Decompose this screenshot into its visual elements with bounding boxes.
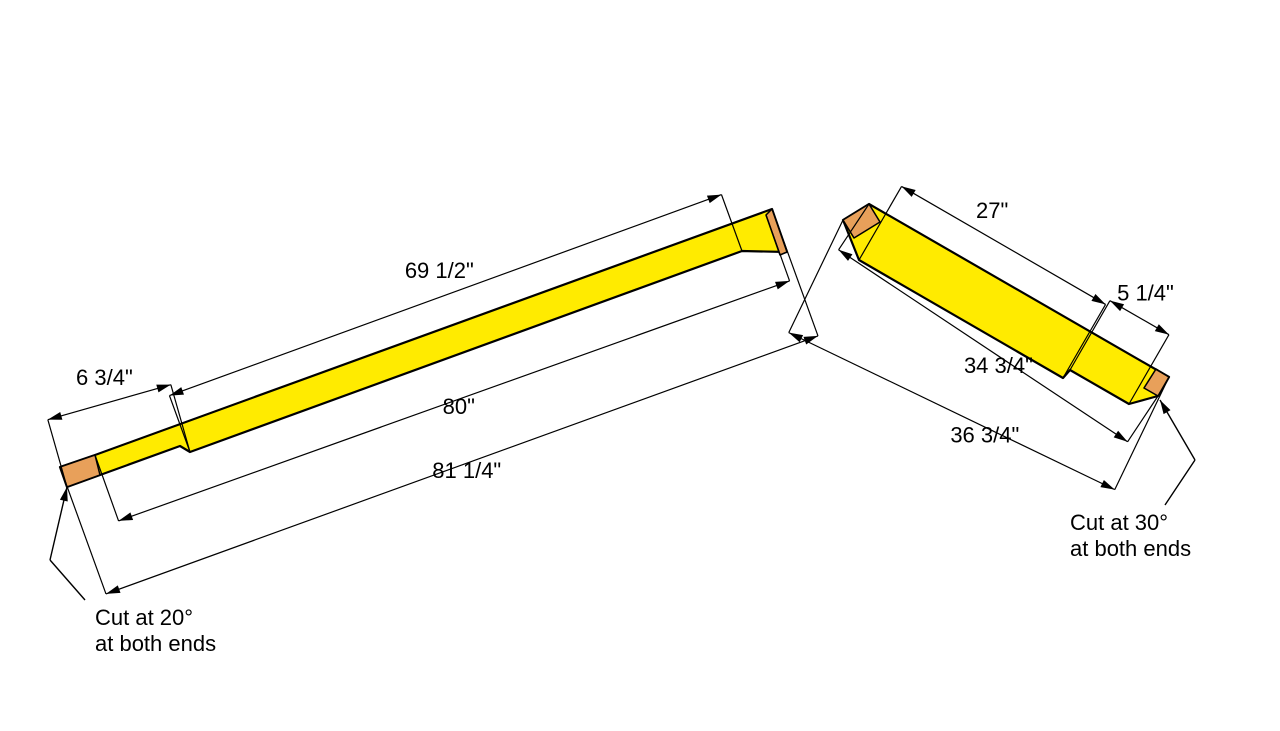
left-rafter-face [60,209,787,487]
right-cut-note: Cut at 30°at both ends [1070,400,1195,561]
right-dim-notch-label: 5 1/4" [1117,280,1174,305]
right-dimensions: 36 3/4" 34 3/4" 27" 5 1/4" [789,186,1174,489]
leader-line [50,560,85,600]
ext-line [48,420,67,487]
right-dim-outer-label: 36 3/4" [950,423,1019,448]
left-rafter [60,209,787,487]
left-dim-bottom-line [169,195,721,396]
left-top-edge [95,209,772,455]
ext-line [772,209,818,336]
left-dim-outer-label: 81 1/4" [432,458,501,483]
left-dim-notch-line [48,385,171,420]
left-note-line-1: at both ends [95,631,216,656]
right-note-line-1: at both ends [1070,536,1191,561]
left-dim-notch-label: 6 3/4" [76,365,133,390]
right-note-line-0: Cut at 30° [1070,510,1168,535]
left-dim-top-label: 80" [443,394,475,419]
leader-line [1165,460,1195,505]
left-cut-note: Cut at 20°at both ends [50,487,216,656]
left-note-line-0: Cut at 20° [95,605,193,630]
right-dim-top-label: 34 3/4" [964,353,1033,378]
right-dim-bottom-label: 27" [976,198,1008,223]
left-dim-bottom-label: 69 1/2" [405,258,474,283]
